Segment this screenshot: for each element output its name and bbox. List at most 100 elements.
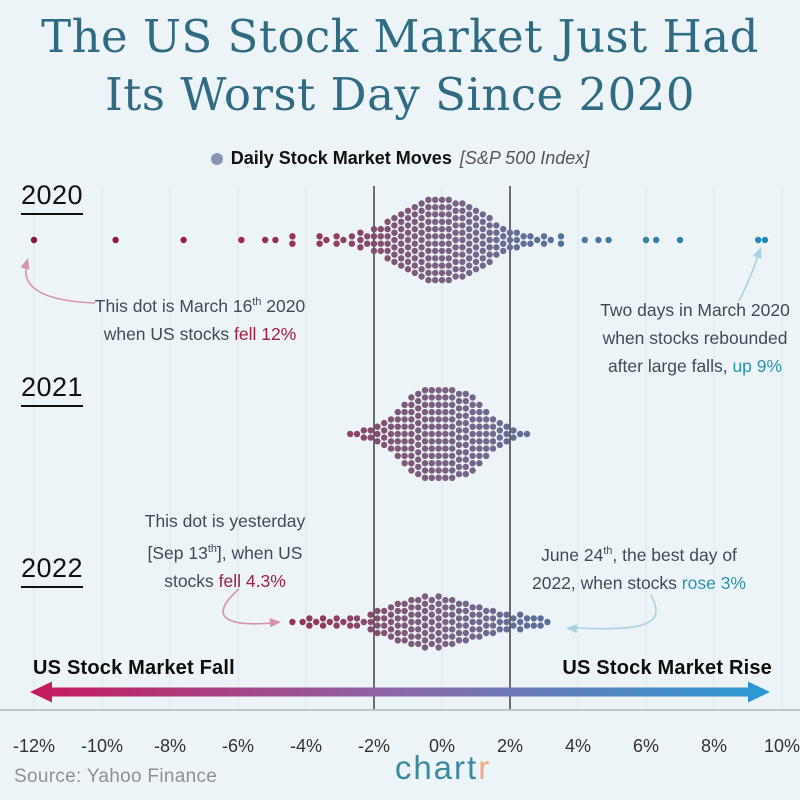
daily-move-dot (445, 247, 452, 255)
daily-move-dot (374, 423, 381, 430)
daily-move-dot (452, 200, 459, 207)
daily-move-dot (404, 244, 412, 251)
daily-move-dot (435, 430, 442, 438)
daily-move-dot (496, 419, 503, 427)
daily-move-dot (401, 401, 408, 408)
daily-move-dot (486, 244, 493, 251)
daily-move-dot (428, 633, 435, 640)
daily-move-dot (411, 255, 418, 262)
daily-move-dot (415, 419, 422, 427)
daily-move-dot (449, 604, 456, 611)
daily-move-dot (472, 207, 480, 214)
annotation-text: This dot is March 16 (94, 295, 253, 316)
daily-move-dot (452, 244, 459, 251)
daily-move-dot (476, 452, 483, 460)
daily-move-dot (476, 408, 483, 416)
annotation-line: when stocks rebounded (570, 324, 800, 352)
daily-move-dot (455, 449, 463, 456)
daily-move-dot (428, 474, 435, 481)
daily-move-dot (466, 240, 473, 247)
daily-move-dot (387, 626, 395, 633)
daily-move-dot (442, 408, 449, 416)
daily-move-dot (425, 218, 432, 225)
daily-move-dot (469, 633, 476, 640)
daily-move-dot (435, 622, 442, 629)
daily-move-dot (472, 258, 480, 266)
daily-move-dot (442, 387, 449, 394)
daily-move-dot (435, 644, 442, 651)
daily-move-dot (476, 604, 483, 611)
daily-move-dot (381, 607, 388, 615)
daily-move-dot (394, 416, 401, 423)
daily-move-dot (486, 229, 493, 236)
daily-move-dot (401, 637, 408, 644)
daily-move-dot (476, 423, 483, 430)
annotation-text: Two days in March 2020 (600, 300, 790, 320)
daily-move-dot (449, 452, 456, 460)
annotation-march-rebound: Two days in March 2020 when stocks reboun… (570, 296, 800, 380)
daily-move-dot (449, 401, 456, 408)
daily-move-dot (455, 434, 463, 441)
daily-move-dot (353, 615, 361, 622)
daily-move-dot (353, 622, 361, 629)
daily-move-dot (462, 441, 469, 449)
daily-move-dot (442, 423, 449, 430)
annotation-highlight-text: fell 4.3% (218, 570, 286, 591)
daily-move-dot (377, 225, 384, 233)
daily-move-dot (408, 640, 415, 648)
daily-move-dot (469, 460, 476, 467)
daily-move-dot (411, 211, 418, 218)
daily-move-dot (459, 214, 466, 222)
daily-move-dot (398, 247, 405, 255)
daily-move-dot (513, 236, 520, 244)
daily-move-dot (30, 236, 38, 244)
daily-move-dot (418, 273, 425, 280)
daily-move-dot (466, 262, 473, 269)
daily-move-dot (455, 427, 463, 434)
daily-move-dot (428, 618, 435, 626)
daily-move-dot (374, 438, 381, 445)
axis-tick-10pct: 10% (763, 736, 800, 756)
daily-move-dot (421, 460, 429, 467)
daily-move-dot (421, 622, 429, 629)
daily-move-dot (483, 423, 490, 430)
daily-move-dot (466, 233, 473, 240)
daily-move-dot (432, 240, 439, 247)
daily-move-dot (438, 196, 446, 203)
daily-move-dot (425, 262, 432, 269)
daily-move-dot (455, 456, 463, 463)
daily-move-dot (421, 416, 429, 423)
daily-move-dot (367, 434, 374, 441)
daily-move-dot (435, 637, 442, 644)
daily-move-dot (404, 222, 412, 229)
daily-move-dot (411, 262, 418, 269)
daily-move-dot (483, 629, 490, 637)
daily-move-dot (384, 218, 391, 225)
daily-move-dot (445, 225, 452, 233)
daily-move-dot (428, 394, 435, 401)
daily-move-dot (394, 438, 401, 445)
page-title: The US Stock Market Just Had Its Worst D… (0, 8, 800, 124)
daily-move-dot (449, 408, 456, 416)
daily-move-dot (408, 416, 415, 423)
daily-move-dot (455, 463, 463, 471)
daily-move-dot (428, 438, 435, 445)
daily-move-dot (462, 456, 469, 463)
daily-move-dot (262, 236, 269, 244)
daily-move-dot (557, 240, 565, 247)
daily-move-dot (442, 445, 449, 452)
daily-move-dot (391, 214, 398, 222)
daily-move-dot (435, 387, 442, 394)
daily-move-dot (391, 244, 398, 251)
daily-move-dot (432, 269, 439, 277)
daily-move-dot (506, 229, 514, 236)
axis-tick--4pct: -4% (289, 736, 323, 756)
daily-move-dot (360, 434, 367, 441)
daily-move-dot (462, 637, 469, 644)
daily-move-dot (428, 611, 435, 618)
axis-tick--6pct: -6% (221, 736, 255, 756)
daily-move-dot (404, 229, 412, 236)
daily-move-dot (442, 401, 449, 408)
daily-move-dot (595, 236, 602, 244)
daily-move-dot (394, 430, 401, 438)
